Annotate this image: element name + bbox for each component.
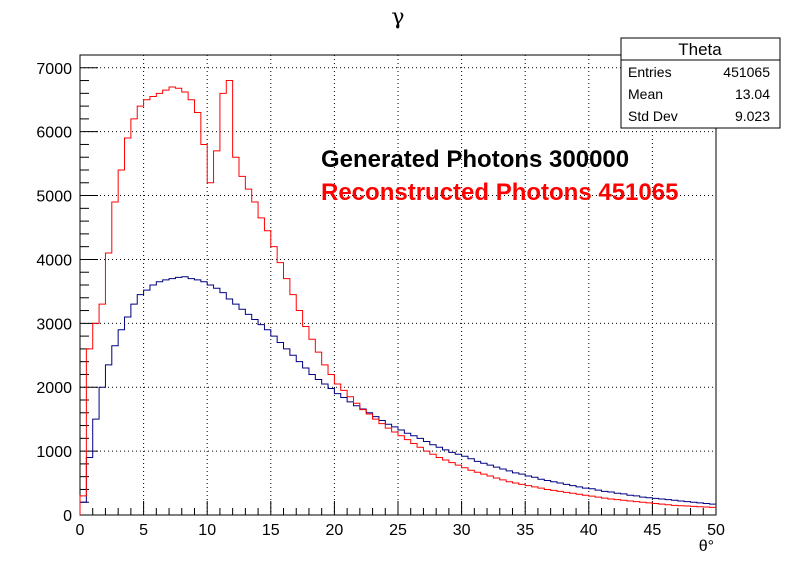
- stats-mean-label: Mean: [628, 86, 663, 102]
- stats-stddev-value: 9.023: [735, 108, 770, 124]
- histogram-series-1: [79, 80, 716, 515]
- stats-entries-value: 451065: [723, 64, 770, 80]
- series-layer: [79, 80, 716, 515]
- stats-box-frame: [620, 37, 781, 129]
- chart-title: γ: [391, 5, 404, 30]
- histogram-series-0: [79, 276, 716, 515]
- x-tick-label: 30: [453, 522, 471, 539]
- x-tick-label: 20: [326, 522, 344, 539]
- stats-stddev-label: Std Dev: [628, 108, 678, 124]
- y-tick-label: 7000: [36, 61, 72, 78]
- x-tick-label: 0: [76, 522, 85, 539]
- x-axis-title: θ°: [699, 538, 714, 555]
- annotation-generated-photons: Generated Photons 300000: [321, 146, 629, 173]
- y-tick-label: 2000: [36, 380, 72, 397]
- y-tick-label: 6000: [36, 125, 72, 142]
- grid-layer: [80, 55, 716, 515]
- x-tick-label: 10: [198, 522, 216, 539]
- x-tick-label: 15: [262, 522, 280, 539]
- y-tick-label: 1000: [36, 444, 72, 461]
- stats-title: Theta: [678, 40, 722, 59]
- y-tick-label: 3000: [36, 316, 72, 333]
- stats-entries-label: Entries: [628, 64, 672, 80]
- x-tick-label: 25: [389, 522, 407, 539]
- x-tick-label: 5: [139, 522, 148, 539]
- x-tick-label: 35: [516, 522, 534, 539]
- stats-mean-value: 13.04: [735, 86, 770, 102]
- x-tick-label: 40: [580, 522, 598, 539]
- x-tick-label: 50: [707, 522, 725, 539]
- axis-ticks: 0 5 10 15 20 25 30 35 40 45 50 0 1000 2000 3000 4000 500…: [36, 54, 725, 539]
- annotation-reconstructed-photons: Reconstructed Photons 451065: [321, 179, 678, 206]
- y-tick-label: 0: [63, 508, 72, 525]
- y-tick-label: 5000: [36, 189, 72, 206]
- y-tick-label: 4000: [36, 252, 72, 269]
- stats-box: Theta Entries 451065 Mean 13.04 Std Dev …: [620, 37, 781, 129]
- x-tick-label: 45: [644, 522, 662, 539]
